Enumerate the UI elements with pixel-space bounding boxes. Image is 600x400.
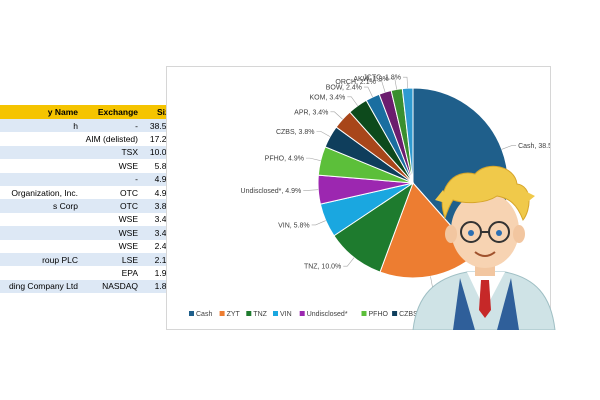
leader-line bbox=[501, 145, 517, 150]
table-row: WSE 5.8% bbox=[0, 159, 176, 173]
cell-company-name: ding Company Ltd bbox=[0, 279, 80, 294]
slice-label: VIN, 5.8% bbox=[278, 222, 310, 229]
cell-company-name-text: ding Company Ltd bbox=[9, 281, 78, 292]
leader-line bbox=[311, 220, 326, 226]
legend-entry: Undisclosed* bbox=[307, 311, 348, 318]
slice-label: ORCH, 2.1% bbox=[335, 79, 375, 86]
cell-company-name bbox=[0, 239, 80, 253]
slice-label: BOW, 2.4% bbox=[326, 85, 362, 92]
legend-swatch bbox=[273, 311, 278, 316]
cell-company-name bbox=[0, 212, 80, 227]
cell-exchange: OTC bbox=[80, 185, 140, 200]
leader-line bbox=[305, 157, 321, 161]
cell-company-name bbox=[0, 172, 80, 186]
legend-swatch bbox=[299, 311, 305, 316]
legend-entry: Cash bbox=[196, 311, 212, 318]
table-row: WSE 3.4% bbox=[0, 212, 176, 227]
legend-swatch bbox=[392, 311, 398, 316]
cell-company-name-text: s Corp bbox=[52, 201, 78, 212]
cartoon-scientist-illustration bbox=[412, 165, 556, 330]
legend-entry: VIN bbox=[280, 311, 292, 318]
table-row: roup PLC LSE 2.1% bbox=[0, 252, 176, 267]
leader-line bbox=[316, 130, 331, 137]
cell-exchange: - bbox=[80, 172, 140, 186]
leader-line bbox=[403, 76, 408, 89]
legend-entry: ZYT bbox=[227, 311, 241, 318]
slice-label: PFHO, 4.9% bbox=[265, 156, 304, 163]
cell-exchange: LSE bbox=[80, 252, 140, 267]
legend-entry: PFHO bbox=[369, 311, 389, 318]
cell-company-name: roup PLC bbox=[0, 252, 80, 267]
slice-label: Cash, 38.5% bbox=[518, 143, 550, 150]
table-row: WSE 3.4% bbox=[0, 226, 176, 240]
cell-company-name: s Corp bbox=[0, 199, 80, 213]
cell-company-name: Organization, Inc. bbox=[0, 185, 80, 200]
leader-line bbox=[347, 96, 358, 106]
cell-company-name: h bbox=[0, 119, 80, 133]
slice-label: AKW, 1.9% bbox=[353, 76, 388, 83]
leader-line bbox=[377, 81, 386, 93]
cell-company-name bbox=[0, 266, 80, 280]
holdings-table: y Name Exchange Size h-38.5%AIM (deliste… bbox=[0, 105, 176, 294]
cell-exchange: EPA bbox=[80, 266, 140, 280]
table-row: TSX 10.0% bbox=[0, 145, 176, 160]
cell-exchange: OTC bbox=[80, 199, 140, 213]
leader-line bbox=[330, 111, 343, 120]
legend-swatch bbox=[246, 311, 252, 316]
table-row: ding Company Ltd NASDAQ 1.8% bbox=[0, 279, 176, 294]
slice-label: JCTC, 1.8% bbox=[363, 75, 401, 82]
cell-exchange: WSE bbox=[80, 239, 140, 253]
slice-label: KOM, 3.4% bbox=[309, 94, 345, 101]
cell-company-name-text: Organization, Inc. bbox=[11, 187, 78, 198]
cell-company-name bbox=[0, 226, 80, 240]
legend-swatch bbox=[361, 311, 367, 316]
cell-exchange: WSE bbox=[80, 159, 140, 173]
slice-label: TNZ, 10.0% bbox=[304, 264, 341, 271]
table-row: EPA 1.9% bbox=[0, 266, 176, 280]
table-row: Organization, Inc. OTC 4.9% bbox=[0, 185, 176, 200]
table-row: -4.9% bbox=[0, 172, 176, 186]
cell-exchange: AIM (delisted) bbox=[80, 132, 140, 146]
cell-exchange: TSX bbox=[80, 145, 140, 160]
table-row: WSE 2.4% bbox=[0, 239, 176, 253]
header-exchange: Exchange bbox=[80, 105, 140, 119]
cell-exchange: NASDAQ bbox=[80, 279, 140, 294]
cell-exchange: WSE bbox=[80, 226, 140, 240]
cell-exchange: WSE bbox=[80, 212, 140, 227]
legend-entry: TNZ bbox=[253, 311, 267, 318]
table-row: h -38.5% bbox=[0, 119, 176, 133]
header-company-name: y Name bbox=[0, 105, 80, 119]
cell-exchange: - bbox=[80, 119, 140, 133]
cell-company-name bbox=[0, 132, 80, 146]
cell-company-name bbox=[0, 159, 80, 173]
table-body: h -38.5% AIM (delisted) 17.2% TSX 10.0% WSE 5.8… bbox=[0, 119, 176, 294]
cell-company-name bbox=[0, 145, 80, 160]
cell-company-name-text: roup PLC bbox=[42, 254, 78, 265]
legend-entry: CZBS bbox=[399, 311, 418, 318]
slice-label: CZBS, 3.8% bbox=[276, 129, 315, 136]
table-row: AIM (delisted) 17.2% bbox=[0, 132, 176, 146]
slice-label: APR, 3.4% bbox=[294, 109, 328, 116]
leader-line bbox=[390, 78, 397, 90]
table-row: s Corp OTC 3.8% bbox=[0, 199, 176, 213]
leader-line bbox=[363, 86, 373, 98]
leader-line bbox=[343, 257, 355, 267]
cell-company-name-text: h bbox=[73, 120, 78, 131]
legend-swatch bbox=[189, 311, 194, 316]
leader-line bbox=[303, 189, 319, 191]
slice-label: Undisclosed*, 4.9% bbox=[241, 188, 302, 195]
table-header-row: y Name Exchange Size bbox=[0, 105, 176, 119]
legend-swatch bbox=[219, 311, 225, 316]
